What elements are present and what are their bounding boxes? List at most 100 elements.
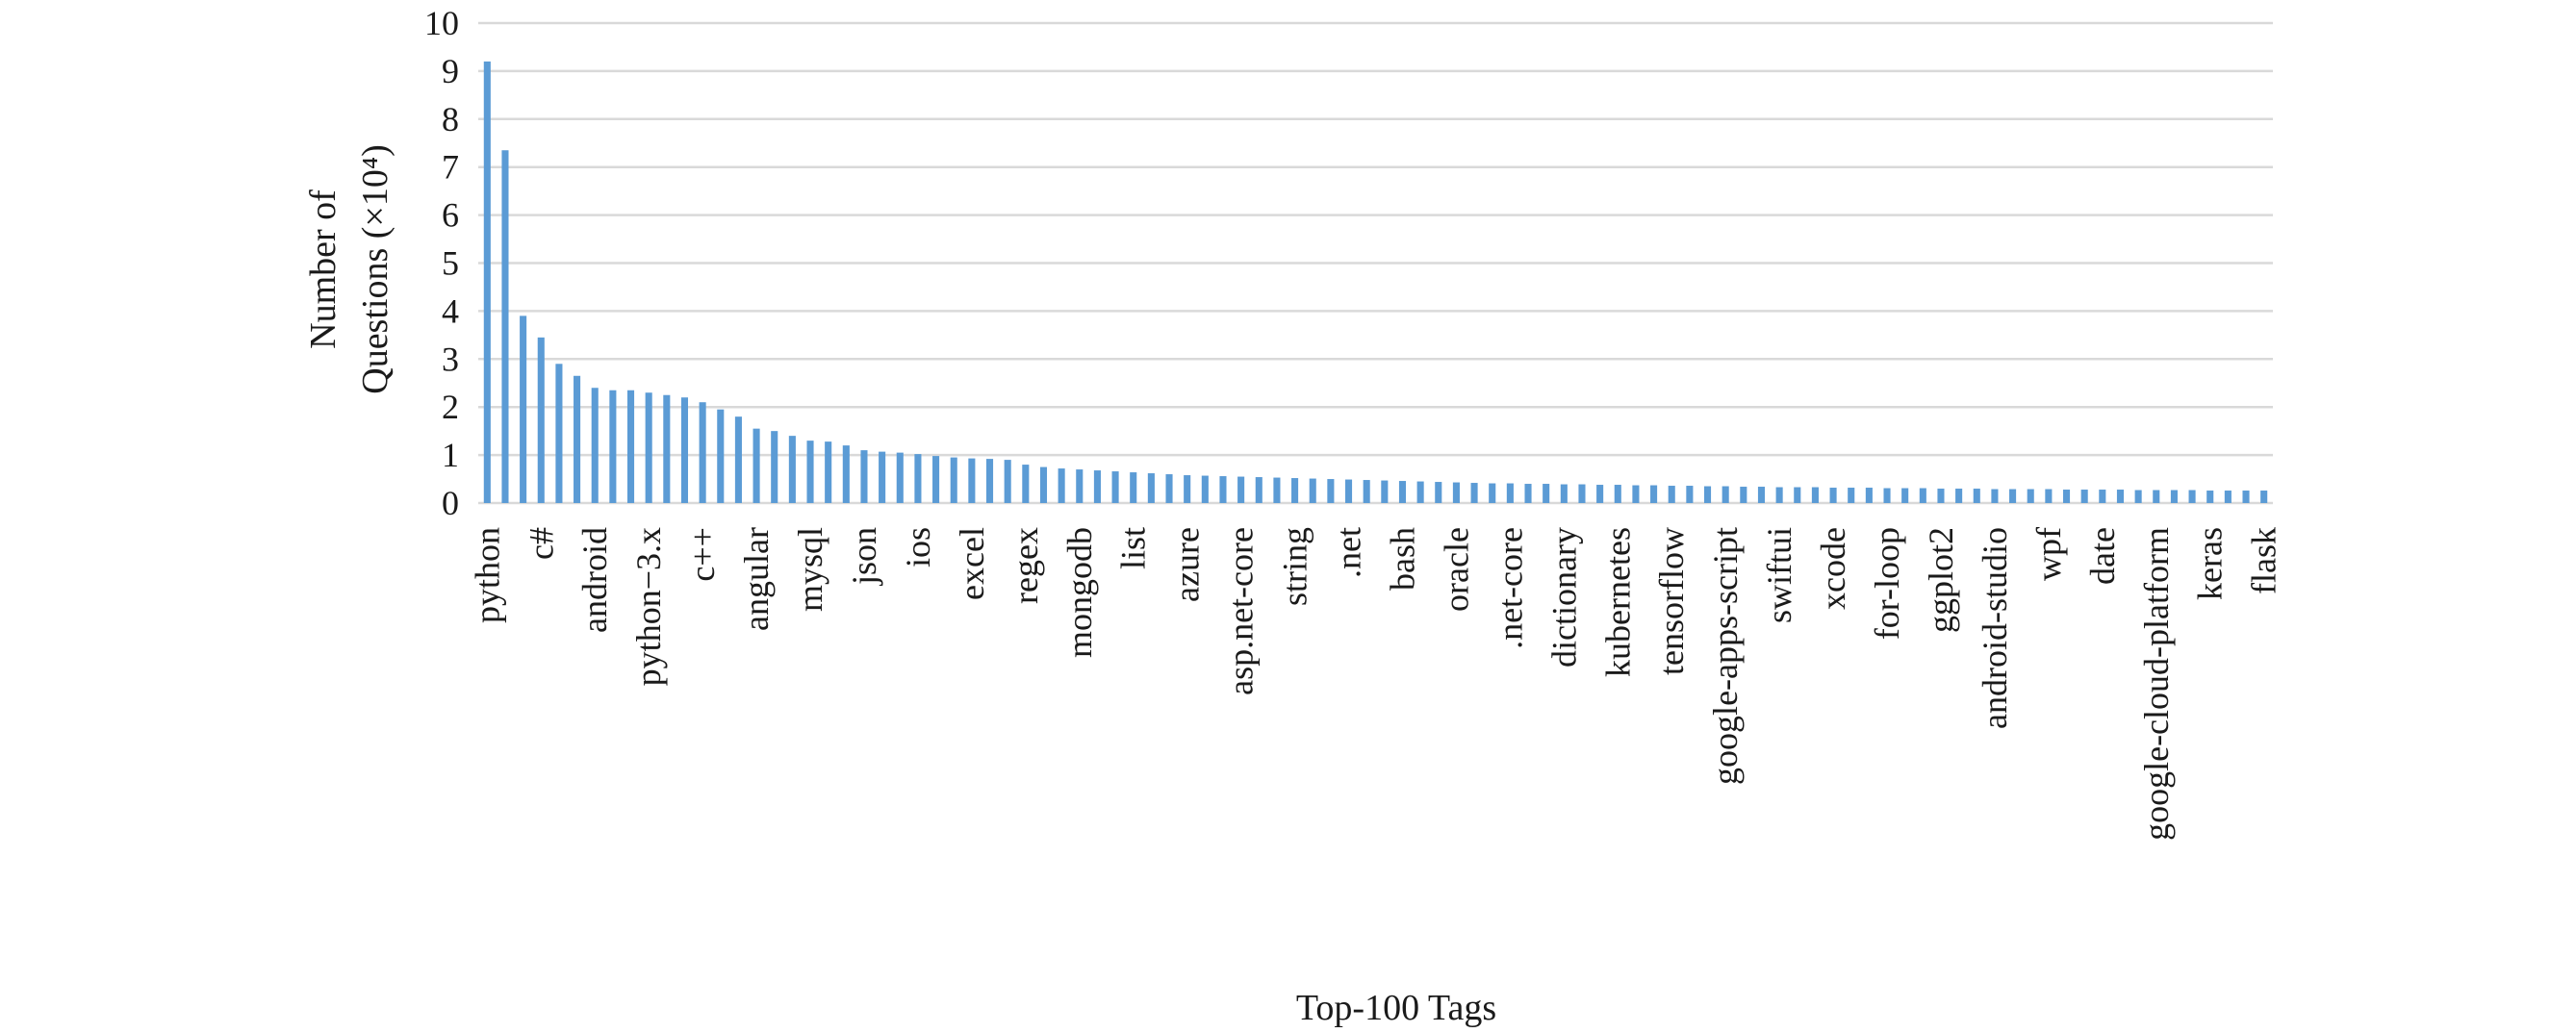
bar [1757,487,1766,503]
x-tick-label: string [1276,527,1314,606]
bar [699,402,706,503]
bar [1560,484,1568,503]
y-tick-label: 9 [442,52,459,90]
x-tick-label: android-studio [1976,527,2014,729]
bar [1452,482,1460,503]
bar [1398,481,1407,503]
x-tick-label: keras [2191,527,2230,600]
bar [1919,488,1926,503]
bar [520,315,527,503]
bar [1327,479,1335,503]
bar [1039,466,1048,503]
x-axis-category-labels: python c# android python−3.x c++ angular mysql… [468,527,2283,841]
bar [1273,477,1281,503]
gridlines [478,21,2273,505]
bar [663,394,671,503]
bar [914,454,922,503]
bar [2116,490,2125,503]
x-tick-label: .net-core [1491,527,1529,649]
bar [1703,486,1712,503]
bar [1991,489,1999,503]
bar [1363,480,1370,503]
bar [1470,483,1478,503]
bar [1147,473,1155,503]
x-tick-label: azure [1168,527,1207,602]
bar [1883,488,1891,503]
y-axis-title-line1: Number of [303,189,344,349]
y-tick-label: 7 [442,148,459,187]
bar [2045,489,2053,503]
y-tick-label: 0 [442,484,459,522]
bar [591,388,599,503]
y-tick-label: 4 [442,291,459,330]
x-tick-label: c++ [683,527,722,582]
bar [1022,465,1030,503]
x-tick-label: ggplot2 [1922,527,1960,633]
bar [645,392,652,503]
bar [1416,481,1424,503]
x-tick-label: .net [1330,527,1368,578]
y-tick-label: 3 [442,340,459,378]
bar [2027,489,2034,503]
bar [2188,490,2196,503]
x-tick-label: wpf [2029,527,2068,581]
bar [717,409,725,503]
bar [1506,483,1514,503]
bar [771,431,778,503]
bar [825,441,832,503]
x-tick-label: c# [522,527,560,560]
x-tick-label: ios [899,527,937,567]
bar [1829,488,1837,503]
bar [680,397,689,503]
bar [609,390,617,503]
bar [806,441,814,503]
x-tick-label: asp.net-core [1222,527,1261,695]
x-tick-label: python [468,527,506,623]
y-tick-label: 5 [442,244,459,283]
bar [1722,486,1729,503]
bar [1111,471,1119,503]
bar [1973,489,1980,503]
bar [860,450,868,503]
bar [1130,472,1137,503]
bar [1344,479,1353,503]
bar [2206,491,2214,503]
bar [1955,489,1963,503]
bar [2134,490,2142,503]
y-tick-label: 8 [442,100,459,139]
bar [1668,486,1675,503]
y-axis-title-line2: Questions (×10⁴) [355,144,395,394]
bar [1291,478,1299,503]
bar [1524,484,1532,503]
y-tick-label: 1 [442,436,459,474]
bar [1184,475,1191,503]
bar [1381,480,1389,503]
x-tick-label: mysql [791,527,829,612]
bar [483,61,491,504]
x-tick-label: excel [953,527,991,600]
x-tick-label: list [1114,527,1153,569]
bar [626,390,635,503]
bar [2242,491,2250,503]
x-tick-label: for-loop [1868,527,1906,640]
bar [788,436,796,503]
bar [1435,482,1442,503]
bar [574,375,581,503]
bar [2009,489,2017,503]
x-tick-label: regex [1007,527,1045,604]
x-tick-label: tensorflow [1652,527,1691,675]
y-axis-ticks: 0 1 2 3 4 5 6 7 8 9 10 [424,4,459,522]
bar [1076,469,1084,503]
bar [555,364,563,503]
x-tick-label: json [845,527,883,587]
x-tick-label: dictionary [1544,527,1583,668]
bar [2080,490,2088,503]
x-axis-title: Top-100 Tags [1296,988,1496,1028]
x-tick-label: flask [2245,527,2283,594]
bar [1937,489,1945,503]
bar [752,428,760,503]
x-tick-label: angular [737,527,776,631]
bar [501,150,509,504]
bars [483,61,2268,504]
bar [1865,488,1873,503]
